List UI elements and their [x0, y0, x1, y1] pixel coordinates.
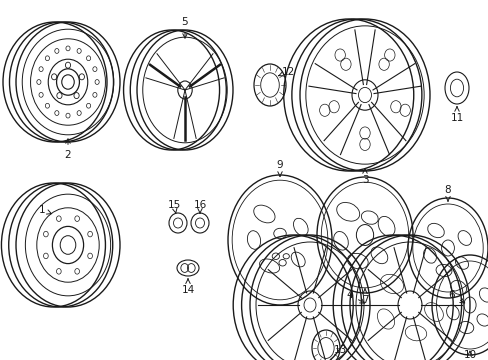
Text: 5: 5	[182, 17, 188, 38]
Text: 16: 16	[193, 200, 206, 213]
Text: 9: 9	[276, 160, 283, 176]
Text: 15: 15	[167, 200, 180, 213]
Text: 4: 4	[346, 290, 364, 303]
Text: 6: 6	[448, 290, 464, 303]
Text: 13: 13	[333, 345, 346, 355]
Text: 11: 11	[449, 107, 463, 123]
Text: 3: 3	[361, 169, 367, 185]
Text: 8: 8	[444, 185, 450, 201]
Text: 2: 2	[64, 139, 71, 160]
Text: 7: 7	[361, 289, 367, 305]
Text: 1: 1	[39, 205, 51, 215]
Text: 12: 12	[278, 67, 294, 77]
Text: 10: 10	[463, 350, 476, 360]
Text: 14: 14	[181, 279, 194, 295]
